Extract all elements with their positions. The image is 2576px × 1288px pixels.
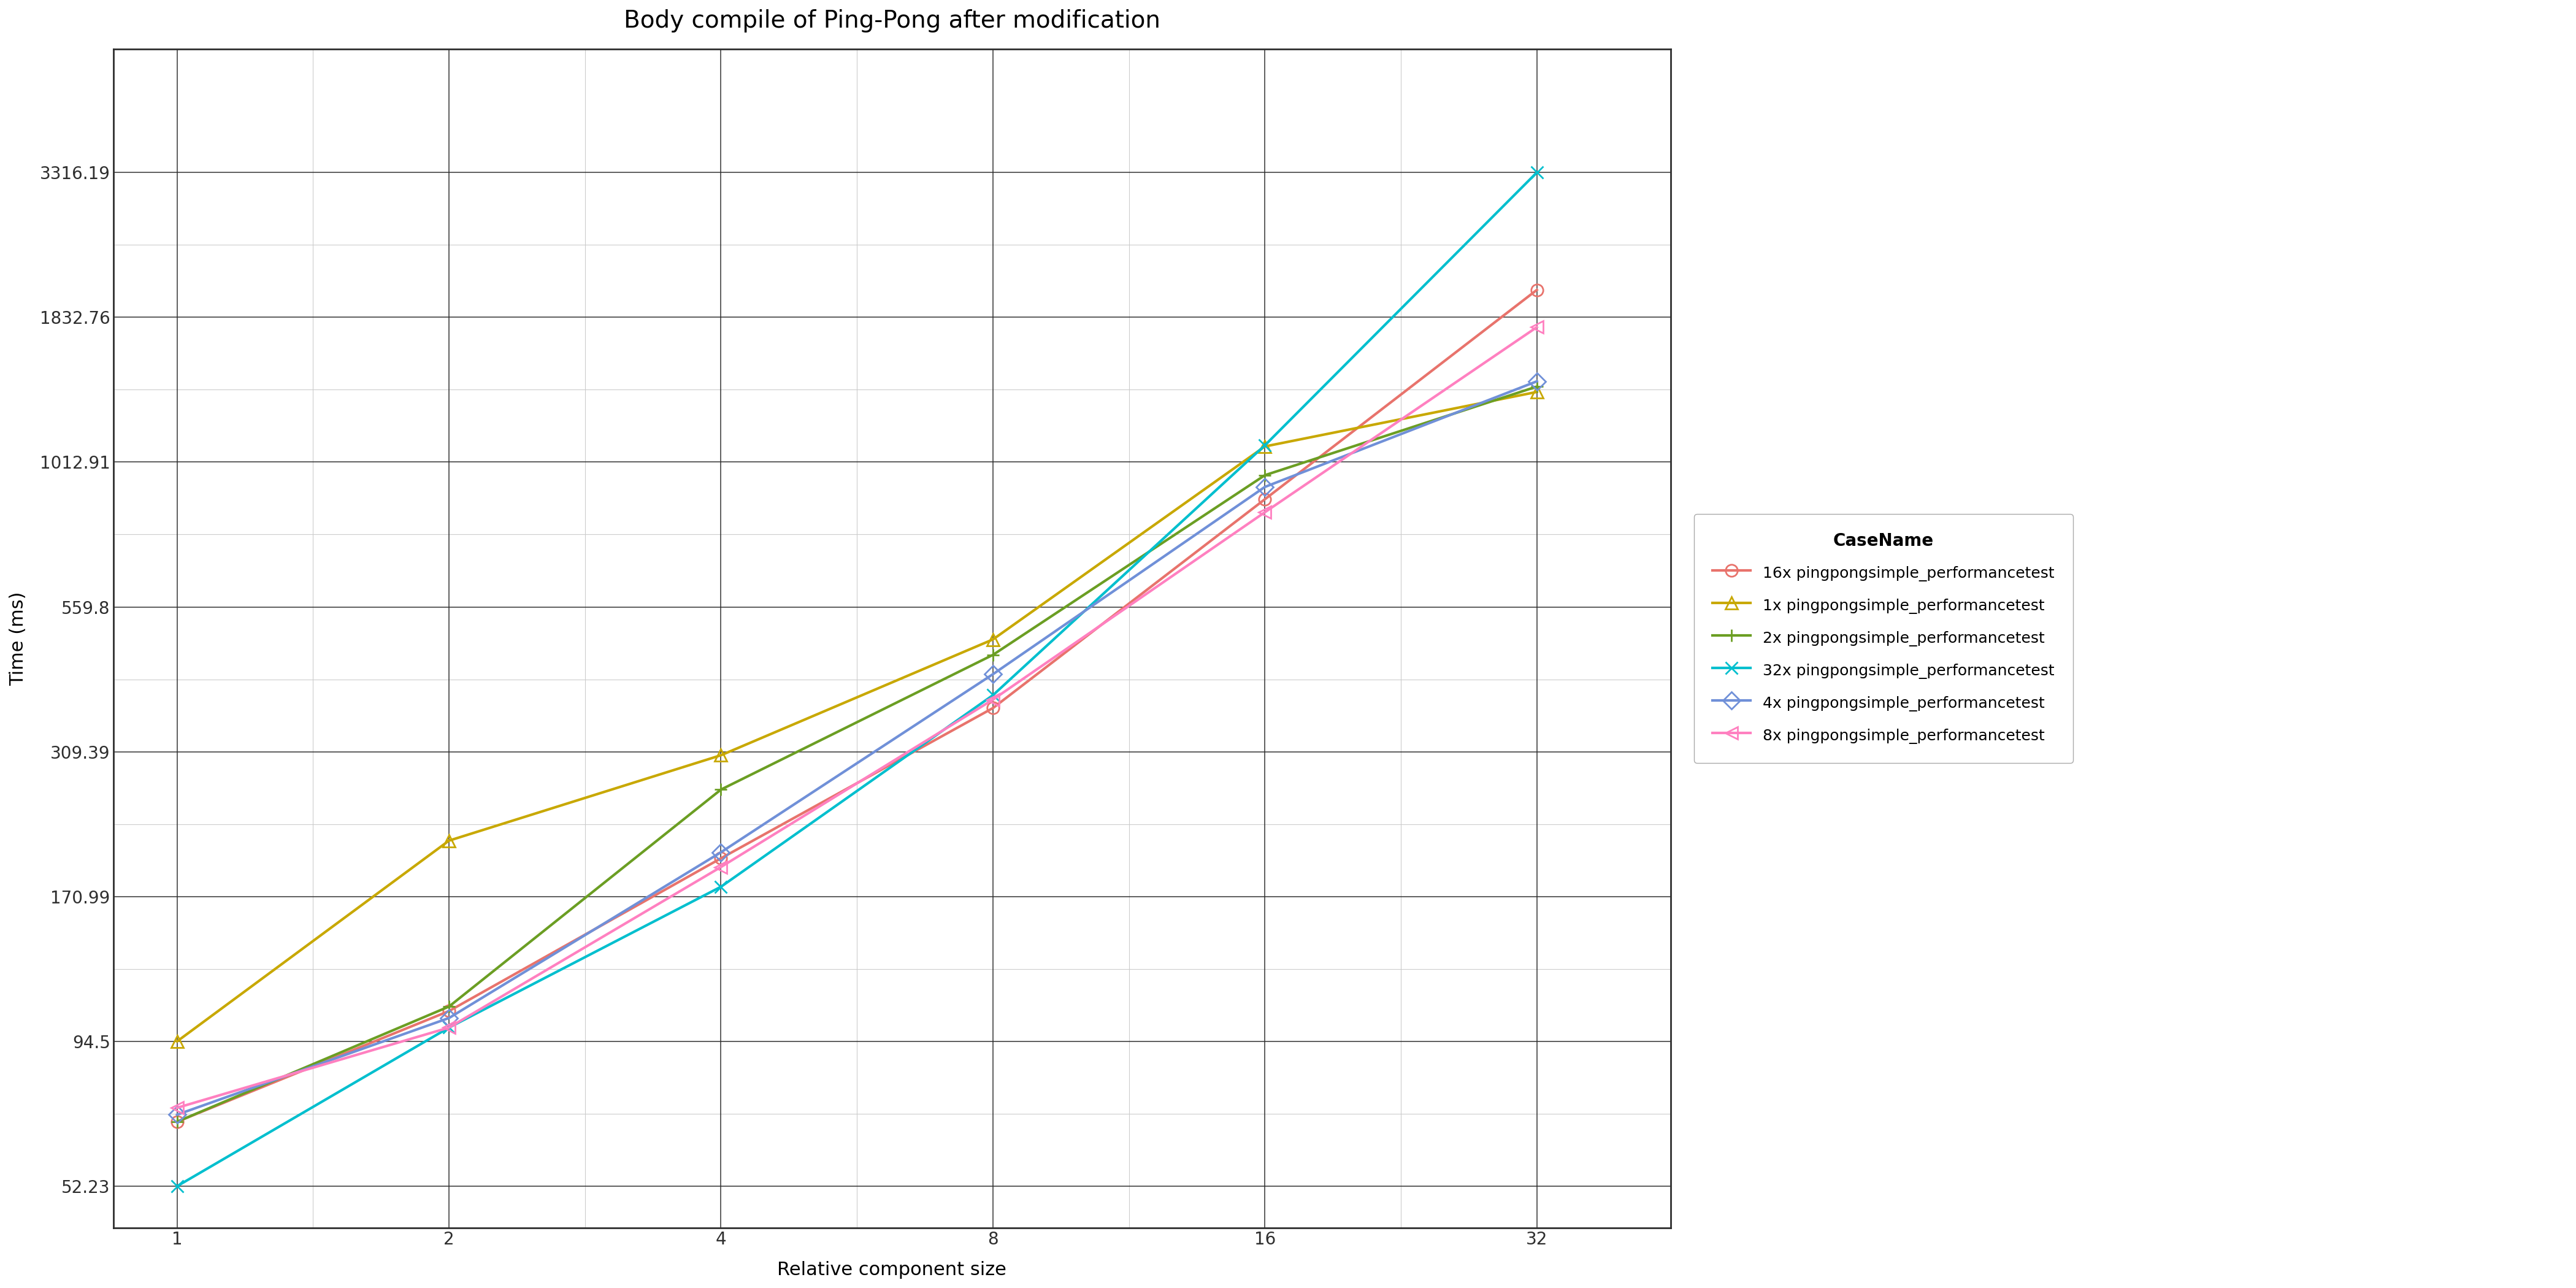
32x pingpongsimple_performancetest — [976, 688, 1007, 703]
4x pingpongsimple_performancetest — [706, 845, 737, 860]
Line: 32x pingpongsimple_performancetest: 32x pingpongsimple_performancetest — [170, 166, 1543, 1193]
1x pingpongsimple_performancetest — [1522, 384, 1553, 399]
4x pingpongsimple_performancetest — [1249, 479, 1280, 495]
8x pingpongsimple_performancetest — [162, 1100, 193, 1115]
16x pingpongsimple_performancetest — [162, 1114, 193, 1130]
8x pingpongsimple_performancetest — [976, 692, 1007, 707]
2x pingpongsimple_performancetest — [1249, 468, 1280, 483]
4x pingpongsimple_performancetest — [1522, 374, 1553, 389]
1x pingpongsimple_performancetest — [162, 1034, 193, 1050]
2x pingpongsimple_performancetest — [162, 1114, 193, 1130]
2x pingpongsimple_performancetest — [1522, 379, 1553, 394]
16x pingpongsimple_performancetest — [433, 1003, 464, 1019]
4x pingpongsimple_performancetest — [433, 1010, 464, 1025]
1x pingpongsimple_performancetest — [976, 631, 1007, 647]
Line: 4x pingpongsimple_performancetest: 4x pingpongsimple_performancetest — [170, 375, 1543, 1121]
Line: 1x pingpongsimple_performancetest: 1x pingpongsimple_performancetest — [170, 386, 1543, 1047]
32x pingpongsimple_performancetest — [162, 1179, 193, 1194]
32x pingpongsimple_performancetest — [706, 878, 737, 894]
8x pingpongsimple_performancetest — [1522, 319, 1553, 335]
4x pingpongsimple_performancetest — [976, 666, 1007, 681]
Title: Body compile of Ping-Pong after modification: Body compile of Ping-Pong after modifica… — [623, 9, 1159, 32]
Legend: 16x pingpongsimple_performancetest, 1x pingpongsimple_performancetest, 2x pingpo: 16x pingpongsimple_performancetest, 1x p… — [1695, 514, 2074, 762]
8x pingpongsimple_performancetest — [433, 1020, 464, 1036]
2x pingpongsimple_performancetest — [433, 998, 464, 1014]
Y-axis label: Time (ms): Time (ms) — [10, 591, 26, 685]
2x pingpongsimple_performancetest — [706, 782, 737, 797]
32x pingpongsimple_performancetest — [433, 1020, 464, 1036]
2x pingpongsimple_performancetest — [976, 647, 1007, 662]
Line: 16x pingpongsimple_performancetest: 16x pingpongsimple_performancetest — [170, 283, 1543, 1128]
Line: 2x pingpongsimple_performancetest: 2x pingpongsimple_performancetest — [170, 381, 1543, 1128]
8x pingpongsimple_performancetest — [1249, 505, 1280, 520]
16x pingpongsimple_performancetest — [706, 850, 737, 866]
Line: 8x pingpongsimple_performancetest: 8x pingpongsimple_performancetest — [170, 321, 1543, 1114]
1x pingpongsimple_performancetest — [433, 833, 464, 849]
16x pingpongsimple_performancetest — [976, 701, 1007, 716]
16x pingpongsimple_performancetest — [1522, 282, 1553, 298]
4x pingpongsimple_performancetest — [162, 1106, 193, 1122]
8x pingpongsimple_performancetest — [706, 859, 737, 875]
X-axis label: Relative component size: Relative component size — [778, 1261, 1007, 1279]
32x pingpongsimple_performancetest — [1249, 438, 1280, 453]
16x pingpongsimple_performancetest — [1249, 492, 1280, 507]
32x pingpongsimple_performancetest — [1522, 165, 1553, 180]
1x pingpongsimple_performancetest — [1249, 439, 1280, 455]
1x pingpongsimple_performancetest — [706, 747, 737, 762]
